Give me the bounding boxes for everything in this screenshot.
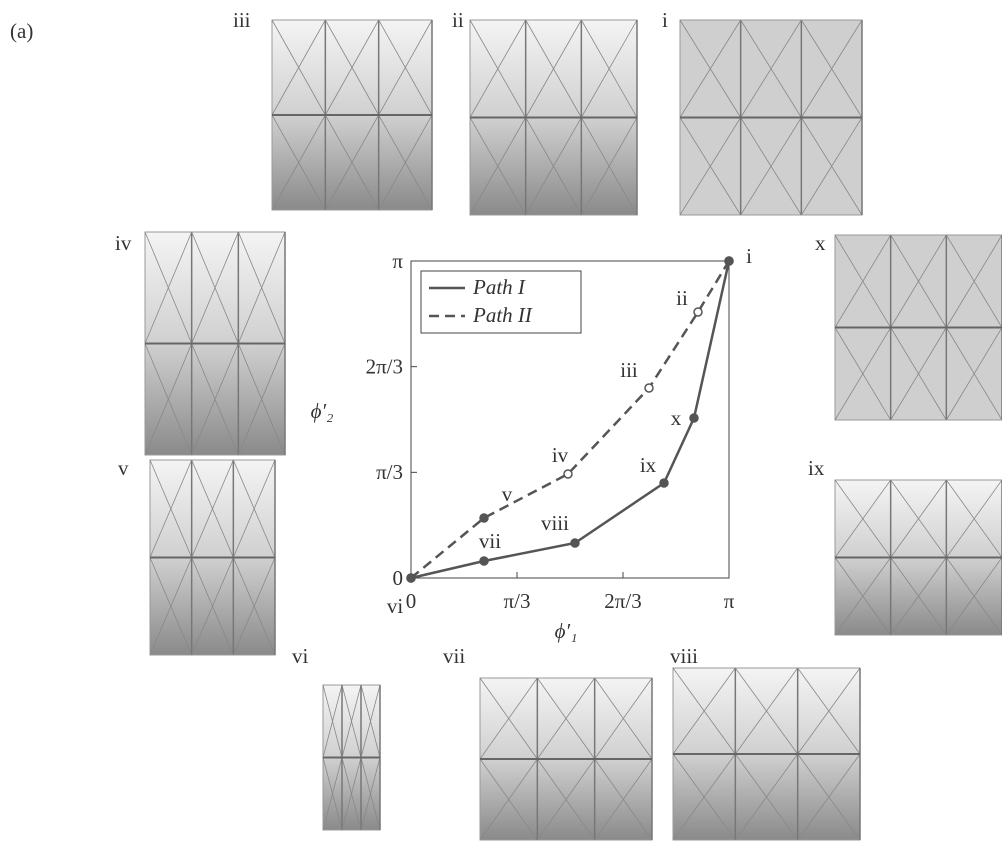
series-line bbox=[410, 260, 731, 579]
fold bbox=[800, 19, 863, 216]
panel-label: v bbox=[118, 456, 129, 480]
fold bbox=[191, 231, 239, 456]
fold bbox=[945, 234, 1002, 421]
fold bbox=[360, 684, 381, 831]
y-tick-label: π bbox=[392, 249, 403, 273]
legend-label: Path II bbox=[472, 303, 533, 327]
fold bbox=[537, 677, 595, 841]
fold bbox=[834, 479, 891, 636]
point-label: i bbox=[746, 244, 752, 268]
fold bbox=[735, 667, 798, 841]
origami-illustration bbox=[144, 231, 286, 456]
fold bbox=[322, 684, 343, 831]
fold bbox=[324, 19, 380, 211]
fold bbox=[834, 234, 892, 421]
fold bbox=[890, 479, 947, 636]
fold bbox=[469, 19, 527, 216]
panel-label: i bbox=[662, 8, 668, 32]
fold bbox=[946, 479, 1002, 636]
point-label: x bbox=[671, 406, 682, 430]
fold bbox=[341, 684, 362, 831]
data-point bbox=[479, 556, 489, 566]
fold bbox=[672, 667, 736, 841]
fold bbox=[580, 19, 638, 216]
fold bbox=[149, 459, 193, 656]
fold bbox=[271, 19, 326, 211]
x-axis-label: ϕ′₁ bbox=[555, 619, 578, 643]
panel-label: ii bbox=[452, 8, 464, 32]
y-tick-label: 0 bbox=[393, 566, 404, 590]
fold bbox=[479, 677, 538, 841]
point-label: viii bbox=[541, 511, 569, 535]
data-point bbox=[689, 413, 699, 423]
fold bbox=[144, 231, 193, 456]
series-line bbox=[410, 260, 731, 580]
fold bbox=[679, 19, 742, 216]
data-point bbox=[570, 538, 580, 548]
data-point bbox=[563, 469, 573, 479]
panel-label: iv bbox=[115, 231, 132, 255]
x-tick-label: 0 bbox=[406, 589, 417, 613]
y-axis-label: ϕ′₂ bbox=[311, 399, 334, 423]
fold bbox=[237, 231, 286, 456]
origami-illustration bbox=[834, 479, 1002, 636]
x-tick-label: π/3 bbox=[504, 589, 531, 613]
fold bbox=[797, 667, 861, 841]
panel-label: ix bbox=[808, 456, 825, 480]
data-point bbox=[693, 307, 703, 317]
origami-illustration bbox=[149, 459, 276, 656]
fold bbox=[191, 459, 234, 656]
panel-label: iii bbox=[233, 8, 251, 32]
origami-illustration bbox=[469, 19, 638, 216]
legend-box bbox=[420, 270, 582, 334]
origami-illustration bbox=[271, 19, 433, 211]
panel-label: viii bbox=[670, 644, 698, 668]
fold bbox=[232, 459, 276, 656]
point-label: vi bbox=[387, 594, 404, 618]
point-label: iii bbox=[620, 358, 638, 382]
data-point bbox=[406, 573, 416, 583]
point-label: vii bbox=[479, 529, 501, 553]
origami-illustration bbox=[834, 234, 1002, 421]
fold bbox=[890, 234, 947, 421]
origami-illustration bbox=[672, 667, 861, 841]
fold bbox=[740, 19, 802, 216]
x-tick-label: π bbox=[724, 589, 735, 613]
point-label: ix bbox=[640, 453, 657, 477]
data-point bbox=[659, 478, 669, 488]
point-label: v bbox=[502, 482, 513, 506]
fold bbox=[378, 19, 433, 211]
fold bbox=[594, 677, 653, 841]
origami-illustration bbox=[479, 677, 653, 841]
data-point bbox=[479, 513, 489, 523]
point-label: iv bbox=[552, 443, 569, 467]
plot-frame bbox=[410, 260, 730, 579]
x-tick-label: 2π/3 bbox=[604, 589, 641, 613]
origami-illustration bbox=[679, 19, 863, 216]
y-tick-label: 2π/3 bbox=[366, 354, 403, 378]
panel-label: x bbox=[815, 231, 826, 255]
fold bbox=[525, 19, 582, 216]
legend-label: Path I bbox=[472, 275, 526, 299]
panel-label: vi bbox=[292, 644, 309, 668]
origami-illustration bbox=[322, 684, 381, 831]
y-tick-label: π/3 bbox=[376, 460, 403, 484]
panel-label: vii bbox=[443, 644, 465, 668]
data-point bbox=[644, 383, 654, 393]
figure-label: (a) bbox=[10, 19, 33, 43]
point-label: ii bbox=[676, 286, 688, 310]
data-point bbox=[724, 256, 734, 266]
